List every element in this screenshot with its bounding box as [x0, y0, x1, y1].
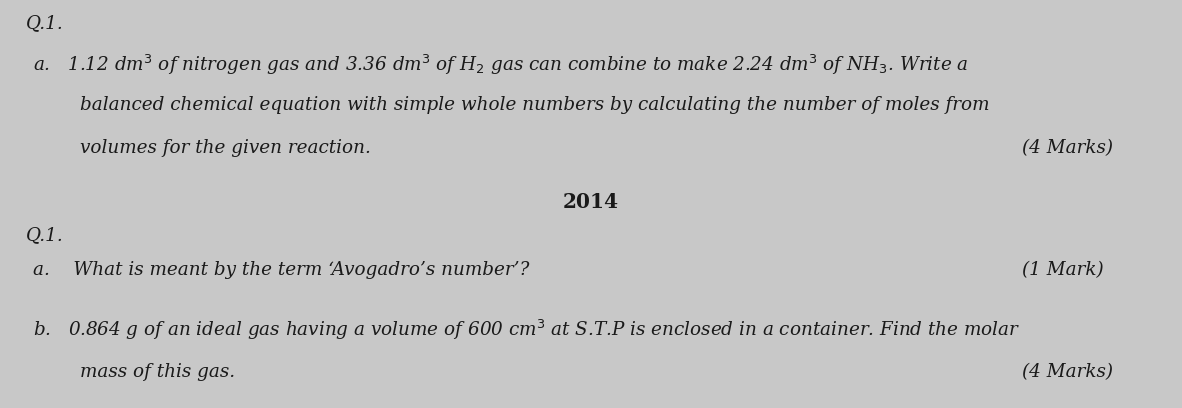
- Text: mass of this gas.: mass of this gas.: [33, 363, 235, 381]
- Text: 2014: 2014: [563, 192, 619, 212]
- Text: (4 Marks): (4 Marks): [1022, 363, 1113, 381]
- Text: balanced chemical equation with simple whole numbers by calculating the number o: balanced chemical equation with simple w…: [33, 96, 989, 114]
- Text: b.   0.864 g of an ideal gas having a volume of 600 cm$^3$ at S.T.P is enclosed : b. 0.864 g of an ideal gas having a volu…: [33, 318, 1020, 342]
- Text: Q.1.: Q.1.: [26, 14, 64, 32]
- Text: a.   1.12 dm$^3$ of nitrogen gas and 3.36 dm$^3$ of H$_2$ gas can combine to mak: a. 1.12 dm$^3$ of nitrogen gas and 3.36 …: [33, 53, 969, 77]
- Text: a.    What is meant by the term ‘Avogadro’s number’?: a. What is meant by the term ‘Avogadro’s…: [33, 261, 530, 279]
- Text: (4 Marks): (4 Marks): [1022, 139, 1113, 157]
- Text: volumes for the given reaction.: volumes for the given reaction.: [33, 139, 371, 157]
- Text: Q.1.: Q.1.: [26, 226, 64, 244]
- Text: (1 Mark): (1 Mark): [1022, 261, 1104, 279]
